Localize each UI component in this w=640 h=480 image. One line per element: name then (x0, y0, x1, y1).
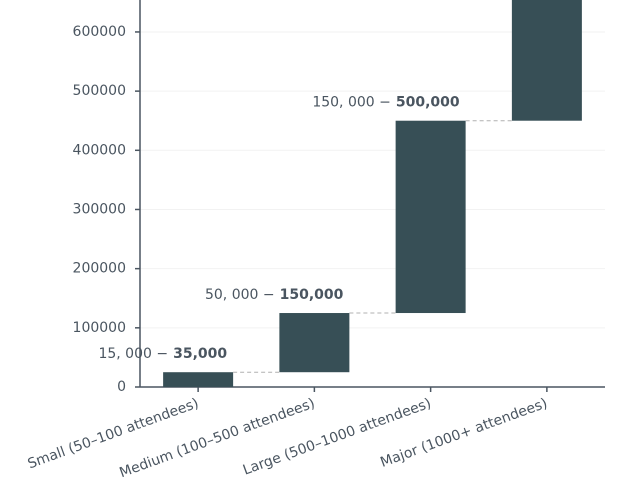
annotation-high: 500,000 (396, 95, 460, 111)
y-tick-label: 500000 (73, 83, 126, 99)
annotation: 15, 000 − 35,000 (98, 346, 227, 362)
annotation: 50, 000 − 150,000 (205, 287, 344, 303)
annotation: 150, 000 − 500,000 (312, 95, 460, 111)
bar (279, 313, 350, 373)
y-tick-label: 200000 (73, 261, 126, 277)
annotation-low: 15, 000 − (98, 346, 168, 362)
y-tick-label: 400000 (73, 142, 126, 158)
bar (395, 120, 466, 314)
y-tick-label: 300000 (73, 201, 126, 217)
x-tick-label: Medium (100–500 attendees) (117, 395, 317, 480)
y-tick-label: 100000 (73, 320, 126, 336)
bar (511, 0, 582, 121)
annotation-low: 50, 000 − (205, 287, 275, 303)
x-tick-label: Large (500–1000 attendees) (241, 395, 433, 478)
bar (163, 372, 234, 387)
annotation-high: 150,000 (280, 287, 344, 303)
y-tick-label: 0 (117, 379, 126, 395)
y-tick-label: 600000 (73, 24, 126, 40)
annotation-high: 35,000 (173, 346, 227, 362)
annotation-low: 150, 000 − (312, 95, 391, 111)
